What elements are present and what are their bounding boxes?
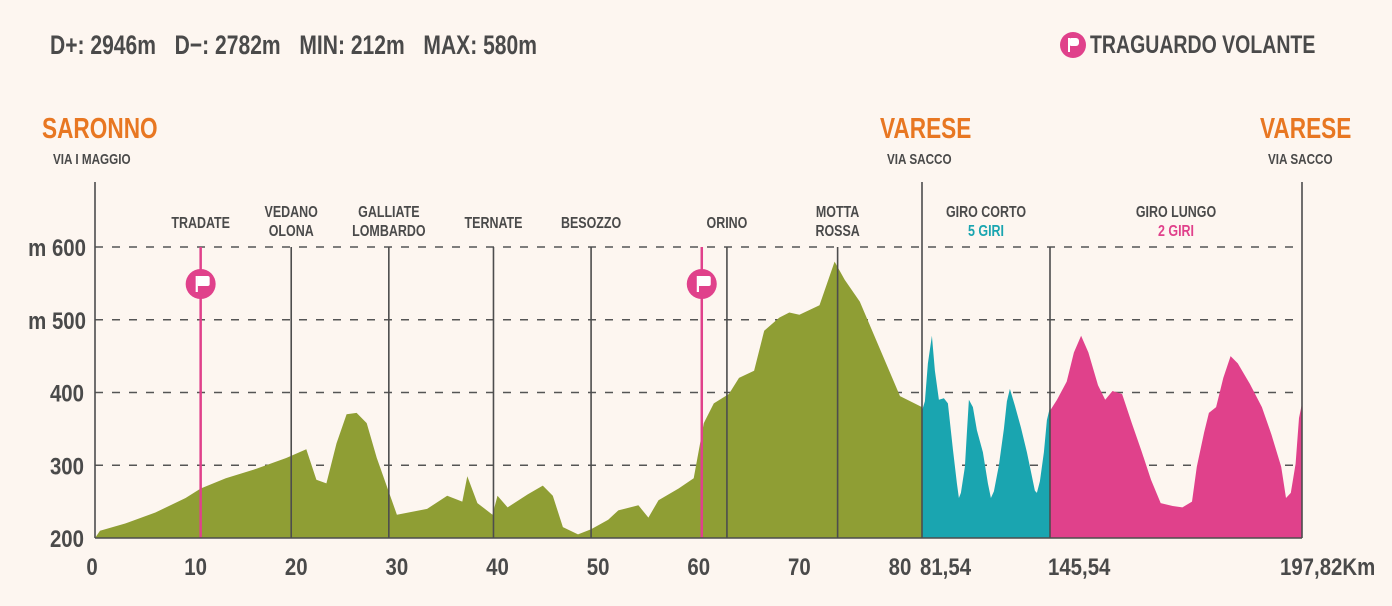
x-tick-label: 20 (285, 553, 308, 580)
flag-icon-pole (696, 276, 699, 292)
flag-icon (185, 269, 216, 299)
x-tick-label: 80 (889, 553, 912, 580)
place-label: BESOZZO (561, 215, 621, 233)
flag-icon (1060, 32, 1086, 58)
flag-icon (686, 269, 717, 299)
place-label: TERNATE (465, 215, 523, 233)
start-street: VIA I MAGGIO (53, 151, 131, 168)
elevation-loss: D−: 2782m (174, 30, 281, 60)
elevation-area-giro-lungo (1050, 335, 1302, 538)
x-tick-label: 10 (184, 553, 207, 580)
x-tick-label: 30 (386, 553, 409, 580)
flag-icon-banner (197, 276, 210, 286)
place-label: ROSSA (815, 223, 859, 241)
x-tick-label: 70 (788, 553, 811, 580)
x-tick-label: 40 (486, 553, 509, 580)
mid-city: VARESE (880, 113, 972, 145)
finish-city: VARESE (1260, 113, 1352, 145)
legend: TRAGUARDO VOLANTE (1060, 30, 1379, 60)
min-elevation: MIN: 212m (299, 30, 405, 60)
y-tick-label: 200 (50, 525, 84, 552)
elevation-area-main (95, 261, 922, 538)
elevation-stats: D+: 2946m D−: 2782m MIN: 212m MAX: 580m (50, 30, 556, 61)
elevation-area-giro-corto (922, 335, 1050, 538)
y-tick-label: 400 (50, 380, 84, 407)
x-tick-label: 0 (86, 553, 97, 580)
y-tick-label: m 600 (28, 234, 86, 261)
place-label: ORINO (706, 215, 747, 233)
start-city: SARONNO (42, 113, 158, 145)
y-tick-label: m 500 (28, 307, 86, 334)
place-label: MOTTA (816, 204, 859, 222)
circuit-label: GIRO CORTO (946, 204, 1026, 222)
flag-icon-banner (698, 276, 711, 286)
x-tick-label: 60 (687, 553, 710, 580)
place-label: TRADATE (171, 215, 230, 233)
place-label: LOMBARDO (352, 223, 425, 241)
x-tick-label: 81,54 (920, 553, 972, 580)
elevation-gain: D+: 2946m (50, 30, 156, 60)
circuit-laps-label: 2 GIRI (1158, 223, 1194, 241)
circuit-laps-label: 5 GIRI (968, 223, 1004, 241)
x-tick-label: 145,54 (1048, 553, 1111, 580)
legend-label: TRAGUARDO VOLANTE (1090, 30, 1316, 59)
x-tick-label: 197,82Km (1280, 553, 1375, 580)
place-label: VEDANO (265, 204, 318, 222)
place-label: OLONA (269, 223, 314, 241)
y-tick-label: 300 (50, 453, 84, 480)
place-label: GALLIATE (358, 204, 419, 222)
finish-street: VIA SACCO (1268, 151, 1333, 168)
mid-street: VIA SACCO (887, 151, 952, 168)
x-tick-label: 50 (587, 553, 610, 580)
max-elevation: MAX: 580m (423, 30, 537, 60)
circuit-label: GIRO LUNGO (1136, 204, 1216, 222)
flag-icon-pole (195, 276, 198, 292)
